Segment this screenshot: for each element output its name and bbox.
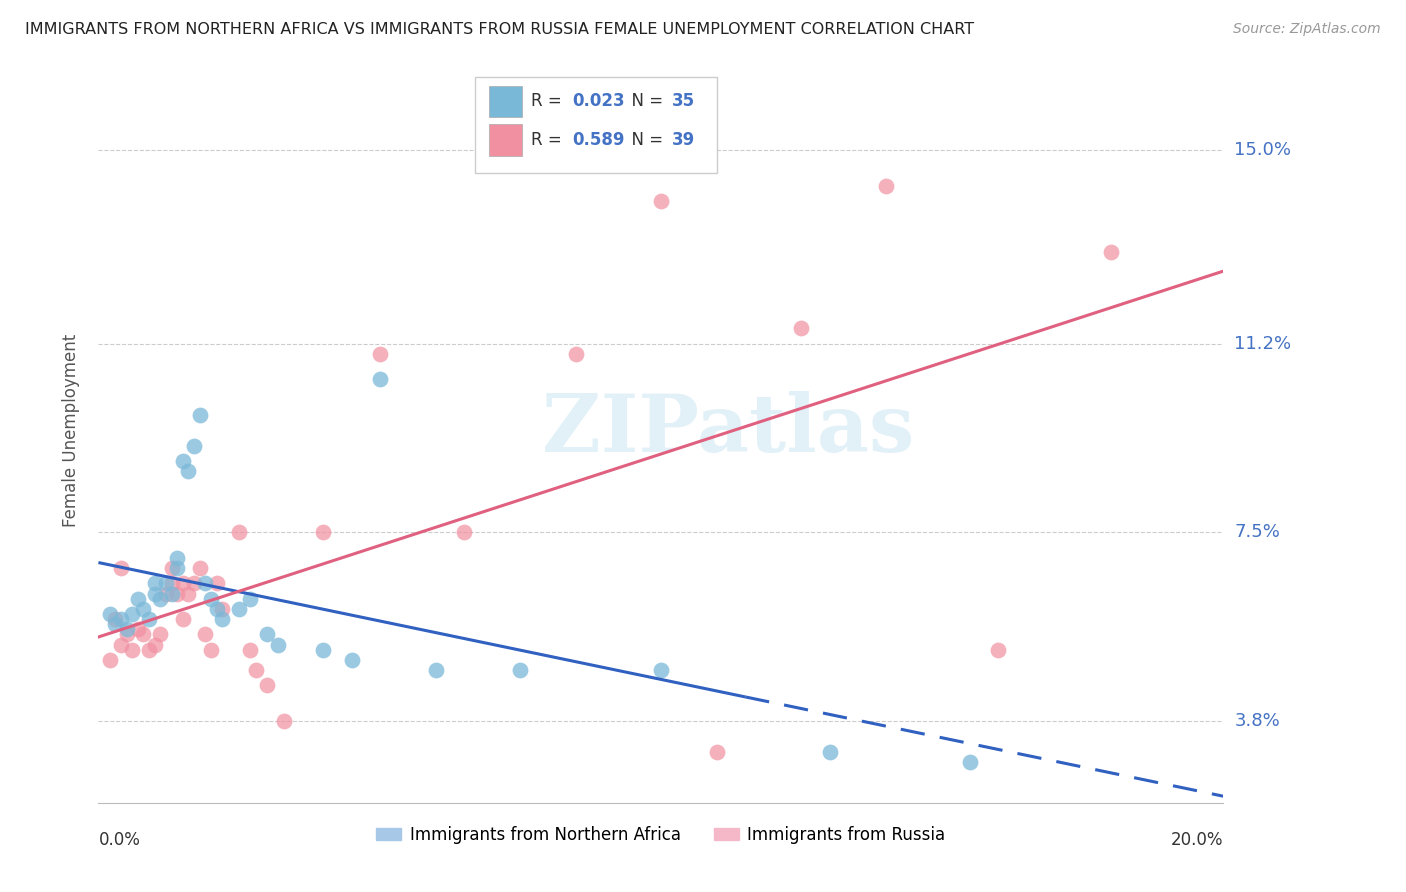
- Point: [368, 372, 391, 386]
- Point: [987, 642, 1010, 657]
- Point: [425, 663, 447, 677]
- Point: [166, 561, 188, 575]
- Point: [183, 576, 205, 591]
- Point: [245, 663, 267, 677]
- Point: [200, 591, 222, 606]
- Point: [340, 653, 363, 667]
- Point: [267, 638, 290, 652]
- Point: [211, 612, 233, 626]
- Text: N =: N =: [621, 131, 669, 149]
- Point: [205, 576, 228, 591]
- Point: [509, 663, 531, 677]
- Text: 3.8%: 3.8%: [1234, 712, 1279, 731]
- Text: 0.0%: 0.0%: [98, 830, 141, 849]
- Point: [110, 612, 132, 626]
- Point: [172, 576, 194, 591]
- Point: [239, 642, 262, 657]
- Text: 7.5%: 7.5%: [1234, 524, 1281, 541]
- Text: 39: 39: [672, 131, 696, 149]
- Point: [160, 576, 183, 591]
- Point: [194, 576, 217, 591]
- Text: N =: N =: [621, 92, 669, 111]
- Point: [188, 561, 211, 575]
- Point: [188, 408, 211, 422]
- Point: [256, 678, 278, 692]
- Point: [155, 576, 177, 591]
- Point: [132, 627, 155, 641]
- Text: IMMIGRANTS FROM NORTHERN AFRICA VS IMMIGRANTS FROM RUSSIA FEMALE UNEMPLOYMENT CO: IMMIGRANTS FROM NORTHERN AFRICA VS IMMIG…: [25, 22, 974, 37]
- Point: [155, 587, 177, 601]
- Text: 0.023: 0.023: [572, 92, 624, 111]
- Point: [312, 642, 335, 657]
- Point: [138, 642, 160, 657]
- Point: [149, 627, 172, 641]
- Point: [1099, 244, 1122, 259]
- Point: [650, 663, 672, 677]
- Text: R =: R =: [531, 131, 568, 149]
- Point: [453, 525, 475, 540]
- Point: [143, 638, 166, 652]
- Point: [166, 550, 188, 565]
- Point: [98, 653, 121, 667]
- Point: [790, 321, 813, 335]
- Point: [121, 642, 143, 657]
- Point: [200, 642, 222, 657]
- Point: [166, 587, 188, 601]
- FancyBboxPatch shape: [475, 77, 717, 173]
- Text: 35: 35: [672, 92, 695, 111]
- Point: [959, 755, 981, 769]
- Text: Source: ZipAtlas.com: Source: ZipAtlas.com: [1233, 22, 1381, 37]
- Point: [172, 454, 194, 468]
- Point: [228, 525, 250, 540]
- Point: [706, 745, 728, 759]
- Point: [127, 591, 149, 606]
- Text: 11.2%: 11.2%: [1234, 334, 1292, 352]
- Point: [194, 627, 217, 641]
- FancyBboxPatch shape: [489, 124, 523, 155]
- Text: R =: R =: [531, 92, 568, 111]
- Point: [143, 576, 166, 591]
- Point: [104, 612, 127, 626]
- Point: [115, 627, 138, 641]
- Point: [818, 745, 841, 759]
- Text: 20.0%: 20.0%: [1171, 830, 1223, 849]
- Point: [104, 617, 127, 632]
- Point: [565, 347, 588, 361]
- Point: [110, 561, 132, 575]
- Point: [228, 602, 250, 616]
- Point: [239, 591, 262, 606]
- Text: ZIPatlas: ZIPatlas: [543, 392, 914, 469]
- Point: [650, 194, 672, 208]
- Point: [177, 464, 200, 478]
- Point: [273, 714, 295, 728]
- Point: [132, 602, 155, 616]
- Point: [149, 591, 172, 606]
- Point: [115, 623, 138, 637]
- Point: [312, 525, 335, 540]
- Text: 0.589: 0.589: [572, 131, 624, 149]
- Point: [160, 561, 183, 575]
- Point: [183, 439, 205, 453]
- Point: [143, 587, 166, 601]
- Point: [160, 587, 183, 601]
- Point: [368, 347, 391, 361]
- Point: [177, 587, 200, 601]
- Point: [875, 178, 897, 193]
- Point: [172, 612, 194, 626]
- Point: [121, 607, 143, 621]
- Point: [205, 602, 228, 616]
- Y-axis label: Female Unemployment: Female Unemployment: [62, 334, 80, 527]
- Text: 15.0%: 15.0%: [1234, 141, 1291, 159]
- Point: [98, 607, 121, 621]
- Point: [256, 627, 278, 641]
- Point: [110, 638, 132, 652]
- Point: [138, 612, 160, 626]
- Point: [211, 602, 233, 616]
- FancyBboxPatch shape: [489, 86, 523, 117]
- Point: [127, 623, 149, 637]
- Legend: Immigrants from Northern Africa, Immigrants from Russia: Immigrants from Northern Africa, Immigra…: [370, 819, 952, 850]
